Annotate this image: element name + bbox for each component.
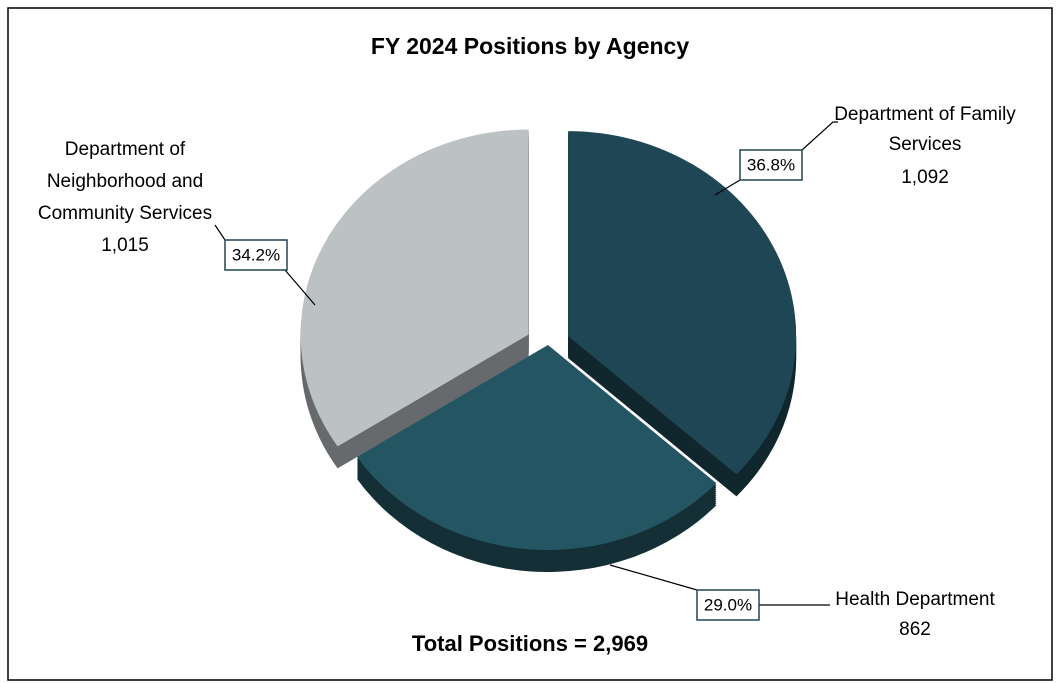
label-box (739, 149, 803, 181)
percent-label: 34.2% (232, 245, 280, 264)
category-label: Department of Neighborhood and Community S… (38, 139, 212, 224)
leader-line (284, 269, 316, 306)
percent-label: 36.8% (747, 155, 795, 174)
category-label-line: Health Department (835, 589, 995, 610)
slice (568, 131, 797, 475)
category-label-line: Department of Family (834, 104, 1016, 125)
category-label-line: Neighborhood and (47, 171, 203, 192)
leader-line (609, 564, 698, 591)
total-annotation: Total Positions = 2,969 (412, 631, 648, 656)
label-box (224, 239, 288, 271)
leader-line (801, 121, 838, 151)
category-label: Health Department (835, 589, 995, 610)
category-label-line: Department of (65, 139, 186, 160)
pie (300, 129, 797, 572)
slice (356, 345, 717, 550)
category-label: Department of Family Services (834, 104, 1016, 155)
value-label: 1,015 (101, 235, 149, 256)
label-box (696, 589, 760, 621)
chart-title: FY 2024 Positions by Agency (371, 33, 689, 59)
percent-label: 29.0% (704, 595, 752, 614)
leader-line (714, 179, 741, 196)
value-label: 1,092 (901, 167, 949, 188)
value-label: 862 (899, 619, 931, 640)
category-label-line: Services (889, 134, 962, 155)
labels: 36.8% Department of Family Services 1,092 29… (38, 104, 1016, 640)
slice (300, 129, 529, 447)
leader-line (214, 224, 226, 241)
category-label-line: Community Services (38, 203, 212, 224)
